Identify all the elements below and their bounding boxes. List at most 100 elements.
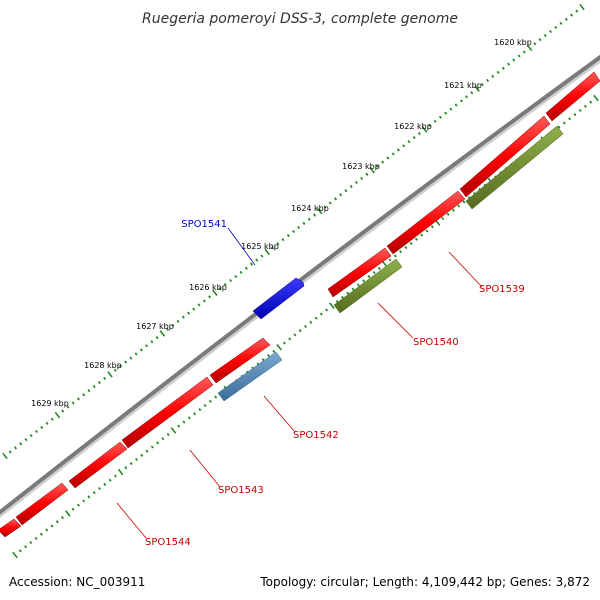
- major-tick: [12, 551, 18, 559]
- minor-tick: [407, 140, 411, 144]
- minor-tick: [575, 9, 579, 13]
- minor-tick: [538, 38, 542, 42]
- minor-tick: [239, 270, 243, 274]
- minor-tick: [314, 316, 318, 320]
- minor-tick: [381, 160, 385, 164]
- minor-tick: [573, 113, 577, 117]
- minor-tick: [181, 315, 185, 319]
- minor-tick: [346, 291, 350, 295]
- minor-tick: [562, 121, 566, 125]
- feature-spo1542[interactable]: [217, 351, 283, 402]
- tick-labels: 1620 kbp 1621 kbp 1622 kbp 1623 kbp 1624…: [31, 38, 532, 408]
- minor-tick: [182, 420, 186, 424]
- minor-tick: [425, 229, 429, 233]
- gene-label-spo1541[interactable]: SPO1541: [181, 219, 227, 230]
- minor-tick: [409, 241, 413, 245]
- minor-tick: [589, 100, 593, 104]
- minor-tick: [113, 474, 117, 478]
- cds-feature-spo1539-a[interactable]: [327, 247, 392, 298]
- cds-feature-spo1542[interactable]: [209, 337, 271, 384]
- minor-tick: [145, 344, 149, 348]
- minor-tick: [288, 337, 292, 341]
- minor-tick: [234, 274, 238, 278]
- minor-tick: [66, 405, 70, 409]
- major-tick: [170, 427, 177, 434]
- tick-label: 1623 kbp: [342, 162, 380, 171]
- minor-tick: [150, 445, 154, 449]
- minor-tick: [198, 408, 202, 412]
- minor-tick: [177, 424, 181, 428]
- cds-feature-spo1544[interactable]: [15, 482, 69, 526]
- cds-track: [0, 71, 600, 538]
- callout-line-spo1543: [189, 449, 221, 488]
- minor-tick: [480, 82, 484, 87]
- minor-tick: [103, 376, 107, 381]
- cds-feature[interactable]: [68, 441, 128, 489]
- minor-tick: [82, 499, 86, 503]
- minor-tick: [438, 115, 442, 119]
- minor-tick: [386, 156, 390, 160]
- tick-label: 1629 kbp: [31, 399, 69, 408]
- cds-feature-spo1539-b[interactable]: [386, 190, 466, 255]
- minor-tick: [333, 197, 338, 201]
- minor-tick: [214, 395, 218, 399]
- callout-line-spo1539: [448, 251, 483, 288]
- feature-spo1539-olive[interactable]: [465, 125, 564, 210]
- minor-tick: [71, 401, 75, 405]
- minor-tick: [325, 308, 329, 312]
- minor-tick: [501, 66, 505, 70]
- minor-tick: [45, 528, 49, 532]
- cds-feature-spo1539-c[interactable]: [459, 115, 551, 198]
- feature-spo1540[interactable]: [333, 258, 403, 314]
- minor-tick: [554, 25, 558, 29]
- minor-tick: [557, 125, 561, 129]
- minor-tick: [208, 295, 212, 299]
- minor-tick: [328, 201, 332, 205]
- gene-label-spo1540[interactable]: SPO1540: [413, 337, 459, 348]
- minor-tick: [92, 385, 96, 389]
- minor-tick: [156, 441, 160, 445]
- gene-label-spo1543[interactable]: SPO1543: [218, 485, 264, 496]
- minor-tick: [319, 312, 323, 316]
- minor-tick: [76, 503, 80, 507]
- minor-tick: [344, 189, 348, 193]
- minor-tick: [118, 364, 122, 368]
- minor-tick: [260, 254, 264, 258]
- gene-label-spo1542[interactable]: SPO1542: [293, 430, 339, 441]
- minor-tick: [568, 117, 572, 121]
- minor-tick: [412, 136, 416, 140]
- minor-tick: [40, 425, 44, 430]
- callout-line-spo1541: [227, 227, 256, 266]
- minor-tick: [414, 237, 418, 241]
- tick-label: 1622 kbp: [394, 122, 432, 131]
- minor-tick: [97, 486, 102, 491]
- cds-feature[interactable]: [0, 518, 22, 538]
- gene-label-spo1544[interactable]: SPO1544: [145, 537, 191, 548]
- minor-tick: [19, 442, 23, 446]
- minor-tick: [496, 70, 500, 74]
- minor-tick: [564, 17, 568, 21]
- cds-feature[interactable]: [545, 71, 600, 122]
- minor-tick: [449, 107, 453, 111]
- minor-tick: [150, 340, 154, 344]
- minor-tick: [113, 368, 117, 372]
- minor-tick: [388, 258, 392, 262]
- major-tick: [421, 126, 428, 133]
- gene-label-spo1539[interactable]: SPO1539: [479, 284, 525, 295]
- tick-label: 1620 kbp: [494, 38, 532, 47]
- minor-tick: [45, 421, 49, 425]
- major-tick: [54, 411, 61, 419]
- cds-feature-spo1541[interactable]: [252, 277, 305, 320]
- minor-tick: [298, 329, 302, 333]
- minor-tick: [354, 180, 358, 185]
- major-tick: [2, 452, 8, 460]
- cds-feature-spo1543[interactable]: [121, 376, 214, 449]
- accession-text: Accession: NC_003911: [9, 575, 145, 589]
- minor-tick: [97, 380, 101, 385]
- major-tick: [369, 167, 375, 174]
- minor-tick: [486, 78, 490, 83]
- minor-tick: [307, 217, 311, 221]
- minor-tick: [39, 532, 43, 536]
- tick-label: 1627 kbp: [136, 322, 174, 331]
- minor-tick: [281, 238, 285, 242]
